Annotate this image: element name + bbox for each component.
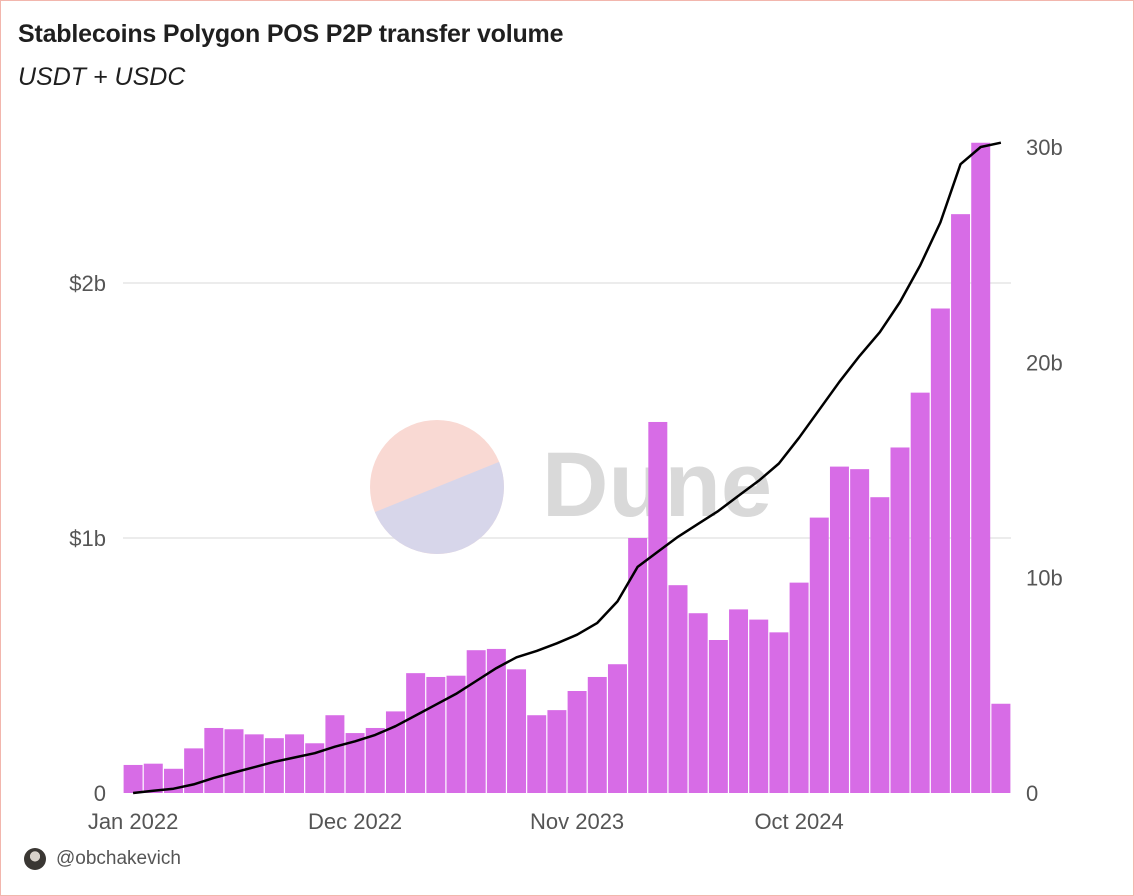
bar-1 [143,763,163,793]
bar-31 [749,619,769,793]
bar-12 [365,727,385,793]
right-axis: 0 10b 20b 30b [1026,135,1063,806]
bar-14 [406,673,426,793]
chart-subtitle: USDT + USDC [18,63,186,91]
cumulative-volume-line [132,141,1002,795]
bar-18 [486,648,506,793]
bar-29 [708,640,728,793]
bar-40 [930,308,950,793]
right-tick-label-3: 30b [1026,135,1063,160]
left-tick-label-1: $1b [69,526,106,551]
bar-43 [991,703,1011,793]
dune-watermark: Dune [370,420,772,554]
bar-22 [567,691,587,793]
bar-16 [446,675,466,793]
bar-28 [688,613,708,793]
bar-38 [890,447,910,793]
bar-27 [668,585,688,793]
bar-20 [527,715,547,793]
bar-19 [507,669,527,793]
bar-13 [385,711,405,793]
bar-24 [607,664,627,793]
bar-17 [466,650,486,793]
bar-30 [729,609,749,793]
right-tick-label-1: 10b [1026,566,1063,591]
bar-42 [971,142,991,793]
bar-41 [951,214,971,793]
x-tick-label-1: Dec 2022 [308,809,402,834]
bar-32 [769,632,789,793]
bar-0 [123,764,143,793]
left-axis: 0 $1b $2b [69,271,106,806]
chart-title: Stablecoins Polygon POS P2P transfer vol… [18,20,564,48]
bar-26 [648,421,668,793]
x-tick-label-3: Oct 2024 [754,809,843,834]
author-credit[interactable]: @obchakevich [24,846,181,872]
bar-9 [305,743,325,793]
bar-39 [910,392,930,793]
bar-8 [285,734,305,793]
bar-37 [870,497,890,793]
right-tick-label-2: 20b [1026,350,1063,375]
x-tick-label-0: Jan 2022 [88,809,179,834]
bar-11 [345,733,365,793]
bar-5 [224,729,244,793]
bar-10 [325,715,345,793]
bar-21 [547,710,567,793]
bar-34 [809,517,829,793]
bar-35 [829,466,849,793]
bar-36 [850,469,870,793]
bar-33 [789,582,809,793]
left-tick-label-2: $2b [69,271,106,296]
bar-4 [204,727,224,793]
left-tick-label-0: 0 [94,781,106,806]
bar-23 [587,676,607,793]
dune-logo-bottom [374,461,504,554]
x-axis: Jan 2022 Dec 2022 Nov 2023 Oct 2024 [88,809,844,834]
bars-layer [123,142,1011,793]
bar-25 [628,538,648,793]
right-tick-label-0: 0 [1026,781,1038,806]
avatar [24,848,46,870]
x-tick-label-2: Nov 2023 [530,809,624,834]
author-handle: @obchakevich [56,848,181,869]
bar-15 [426,676,446,793]
bar-6 [244,734,264,793]
bar-7 [264,738,284,793]
